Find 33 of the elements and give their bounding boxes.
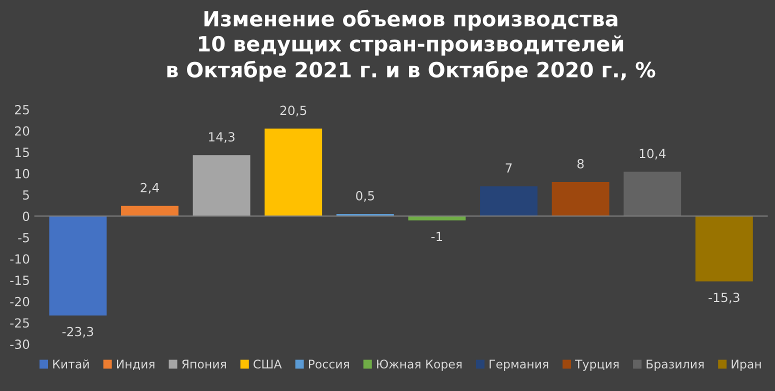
y-tick-label: -30	[10, 340, 30, 350]
data-label: 7	[506, 163, 512, 173]
data-label: 0,5	[356, 190, 374, 202]
legend-label: Россия	[308, 360, 349, 369]
data-label: 10,4	[640, 148, 666, 160]
legend-label: Иран	[732, 360, 761, 371]
y-tick-label: 5	[23, 190, 29, 200]
y-tick-label: -15	[10, 276, 29, 286]
y-tick-label: -10	[10, 254, 30, 264]
data-label: 14,3	[209, 132, 234, 143]
chart-title: Изменение объемов производства 10 ведущих стран-производителей в Октябре 2021 г. и в Октябре 2020 г., %	[167, 10, 656, 82]
y-tick-label: 0	[22, 212, 30, 222]
data-label: -15,3	[708, 292, 740, 304]
legend-label: Германия	[490, 360, 548, 371]
legend-label: Турция	[575, 360, 619, 371]
legend-label: Япония	[182, 360, 226, 369]
y-tick-label: 15	[15, 148, 29, 158]
legend-label: Южная Корея	[377, 360, 462, 371]
y-tick-label: -20	[10, 296, 30, 306]
legend-label: Индия	[116, 360, 154, 370]
y-tick-label: -5	[18, 233, 29, 242]
y-tick-label: 25	[15, 104, 29, 114]
data-label: -1	[431, 232, 442, 241]
y-tick-label: 10	[15, 168, 30, 178]
data-label: 20,5	[280, 106, 306, 116]
legend-label: Китай	[53, 359, 89, 369]
legend-label: США	[254, 360, 282, 369]
y-tick-label: 20	[15, 126, 30, 136]
legend-label: Бразилия	[646, 360, 704, 371]
data-label: 2,4	[140, 182, 159, 194]
y-tick-label: -25	[10, 318, 29, 328]
data-label: 8	[577, 159, 584, 168]
data-label: -23,3	[62, 326, 94, 338]
